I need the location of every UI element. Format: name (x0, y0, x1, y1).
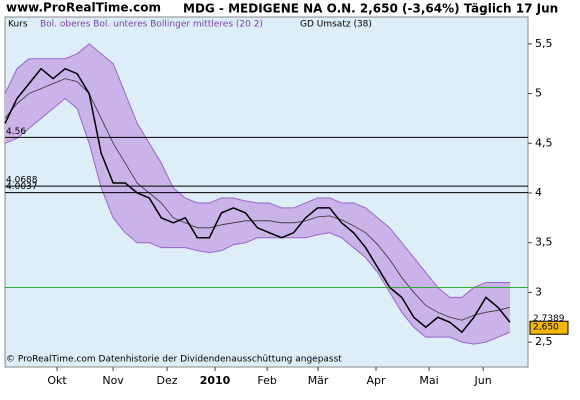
x-tick-label: 2010 (200, 374, 231, 387)
x-tick-label: Feb (257, 374, 276, 387)
legend-entry: GD Umsatz (38) (300, 20, 372, 30)
h-line-label: 4.56 (6, 127, 26, 137)
chart-title: MDG - MEDIGENE NA O.N. 2,650 (-3,64%) Tä… (183, 2, 558, 16)
y-tick-label: 4 (535, 186, 542, 199)
band-upper (4, 43, 510, 298)
footer: © ProRealTime.com Datenhistorie der Divi… (6, 355, 342, 365)
legend-entry: Kurs (8, 20, 28, 30)
x-tick-label: Jun (474, 374, 492, 387)
y-tick-label: 5,5 (535, 37, 553, 50)
y-tick-label: 4,5 (535, 136, 553, 149)
band-fill (5, 43, 510, 345)
x-tick-label: Nov (102, 374, 124, 387)
price-marker-box (529, 320, 569, 335)
price-line (4, 67, 511, 334)
x-tick-label: Mär (308, 374, 329, 387)
x-tick-label: Mai (419, 374, 438, 387)
band-lower (4, 97, 511, 345)
site: www.ProRealTime.com (6, 1, 161, 15)
price-marker-label: 2,650 (533, 323, 559, 333)
y-tick-label: 5 (535, 87, 542, 100)
h-line-label: 4.0037 (6, 182, 38, 192)
h-line-label: 4.0688 (6, 176, 38, 186)
y-tick-label: 3,5 (535, 236, 553, 249)
x-tick-label: Okt (47, 374, 67, 387)
price-marker-label: 2,7389 (533, 314, 565, 324)
x-tick-label: Apr (367, 374, 387, 387)
y-tick-label: 2,5 (535, 335, 553, 348)
y-tick-label: 3 (535, 285, 542, 298)
legend-entry: Bol. oberes Bol. unteres Bollinger mittl… (40, 20, 263, 30)
x-tick-label: Dez (157, 374, 178, 387)
